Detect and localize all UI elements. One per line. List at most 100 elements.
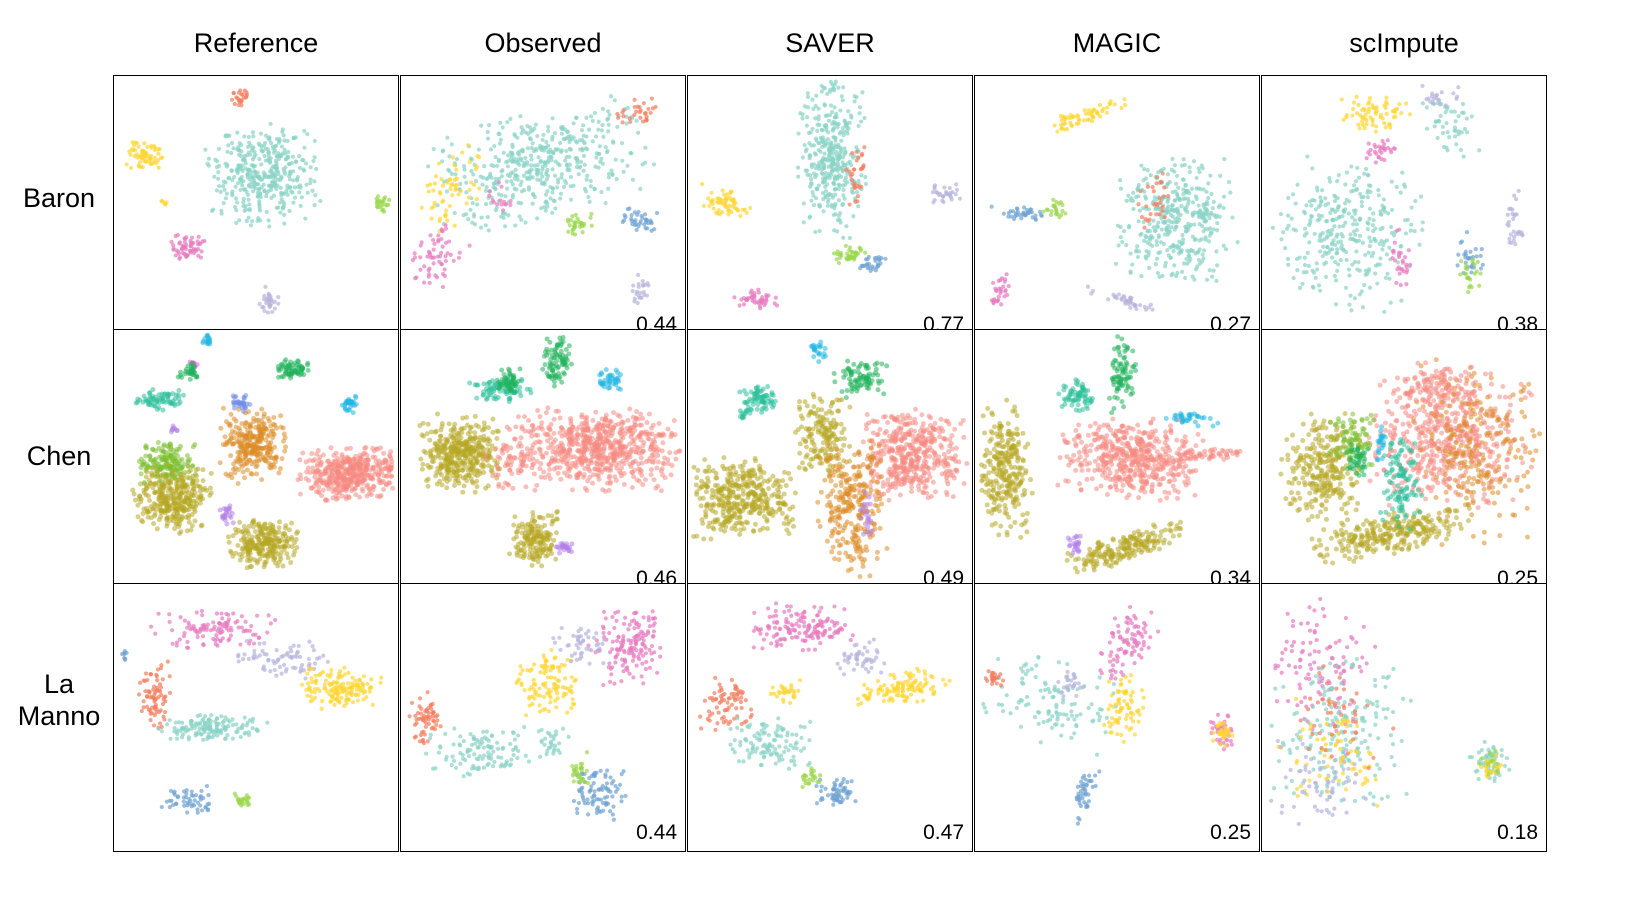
scatter-point — [244, 467, 250, 473]
scatter-point — [1452, 109, 1457, 114]
scatter-point — [1470, 259, 1475, 264]
scatter-point — [1365, 190, 1370, 195]
scatter-point — [143, 453, 149, 459]
scatter-point — [883, 256, 888, 261]
scatter-point — [297, 154, 302, 159]
scatter-point — [709, 199, 714, 204]
scatter-point — [452, 162, 457, 168]
scatter-point — [232, 395, 238, 400]
scatter-point — [1122, 229, 1127, 234]
scatter-point — [1182, 261, 1187, 266]
scatter-point — [1215, 263, 1220, 268]
scatter-point — [823, 189, 829, 194]
scatter-point — [1394, 280, 1399, 286]
scatter-point — [1136, 219, 1141, 224]
scatter-point — [519, 189, 525, 194]
scatter-point — [1378, 256, 1383, 261]
scatter-point — [317, 454, 323, 460]
scatter-point — [281, 431, 287, 437]
scatter-point — [156, 151, 161, 156]
scatter-point — [1166, 193, 1171, 199]
scatter-point — [741, 302, 747, 307]
scatter-point — [510, 150, 515, 156]
scatter-point — [242, 208, 247, 213]
scatter-point — [441, 198, 446, 203]
scatter-point — [286, 527, 292, 533]
scatter-point — [1507, 236, 1512, 241]
scatter-point — [279, 197, 284, 202]
scatter-point — [858, 167, 863, 172]
scatter-point — [606, 122, 611, 127]
scatter-point — [432, 241, 437, 246]
scatter-point — [1206, 239, 1212, 244]
scatter-point — [154, 406, 160, 412]
scatter-point — [1464, 116, 1469, 121]
scatter-point — [635, 289, 640, 294]
scatter-point — [204, 334, 210, 340]
scatter-point — [1508, 232, 1513, 237]
scatter-point — [1128, 270, 1133, 275]
scatter-point — [250, 519, 256, 525]
scatter-point — [1356, 238, 1362, 243]
scatter-point — [1222, 156, 1227, 162]
scatter-point — [1383, 125, 1388, 130]
scatter-point — [454, 186, 459, 192]
scatter-point — [492, 143, 497, 149]
scatter-point — [612, 98, 617, 103]
scatter-point — [739, 297, 744, 302]
scatter-point — [314, 166, 319, 172]
scatter-point — [584, 177, 589, 182]
scatter-point — [1226, 180, 1232, 185]
scatter-point — [1452, 134, 1458, 139]
scatter-point — [1319, 238, 1324, 243]
scatter-point — [263, 538, 269, 544]
scatter-point — [377, 466, 383, 472]
scatter-point — [1408, 228, 1413, 233]
scatter-point — [1081, 118, 1087, 123]
scatter-point — [139, 517, 145, 523]
scatter-point — [190, 478, 196, 484]
scatter-point — [841, 235, 846, 240]
scatter-point — [841, 133, 846, 138]
scatter-point — [835, 229, 840, 234]
scatter-point — [171, 511, 177, 517]
scatter-point — [1146, 305, 1152, 310]
scatter-point — [1161, 194, 1166, 199]
scatter-point — [1344, 257, 1349, 263]
scatter-point — [249, 174, 254, 179]
scatter-point — [276, 525, 282, 531]
scatter-point — [229, 441, 235, 447]
scatter-point — [1362, 282, 1367, 288]
cluster-group — [1505, 188, 1525, 247]
scatter-point — [1333, 194, 1338, 199]
scatter-point — [271, 146, 276, 151]
scatter-point — [1006, 284, 1011, 289]
cluster-group — [175, 361, 200, 382]
scatter-point — [381, 450, 387, 456]
scatter-point — [1350, 262, 1355, 267]
scatter-point — [808, 130, 813, 135]
scatter-point — [246, 539, 252, 545]
scatter-point — [848, 113, 854, 118]
scatter-point — [1003, 288, 1008, 293]
scatter-point — [1336, 204, 1341, 209]
scatter-point — [270, 435, 276, 441]
scatter-point — [257, 156, 262, 162]
scatter-point — [1196, 249, 1201, 254]
scatter-point — [499, 174, 504, 179]
scatter-point — [352, 403, 358, 409]
scatter-point — [479, 123, 484, 128]
scatter-point — [147, 453, 153, 459]
scatter-point — [1341, 117, 1346, 122]
scatter-point — [1210, 274, 1215, 279]
scatter-point — [133, 140, 138, 145]
scatter-point — [827, 152, 832, 157]
scatter-point — [325, 465, 331, 471]
scatter-point — [589, 223, 594, 228]
scatter-point — [801, 201, 806, 206]
scatter-point — [348, 445, 353, 451]
scatter-point — [266, 174, 271, 179]
cluster-group — [1364, 138, 1397, 165]
scatter-point — [498, 120, 503, 125]
scatter-point — [164, 517, 170, 523]
